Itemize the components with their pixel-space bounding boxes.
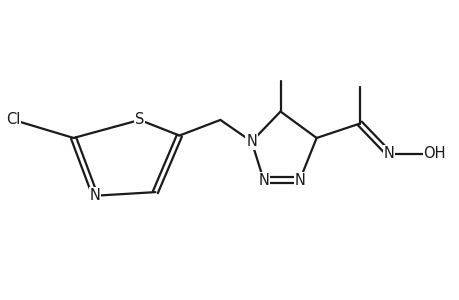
Text: N: N xyxy=(246,134,257,149)
Text: Cl: Cl xyxy=(6,112,21,128)
Text: N: N xyxy=(294,172,305,188)
Text: OH: OH xyxy=(422,146,445,161)
Text: N: N xyxy=(382,146,393,161)
Text: N: N xyxy=(90,188,101,203)
Text: N: N xyxy=(257,172,269,188)
Text: S: S xyxy=(135,112,144,128)
